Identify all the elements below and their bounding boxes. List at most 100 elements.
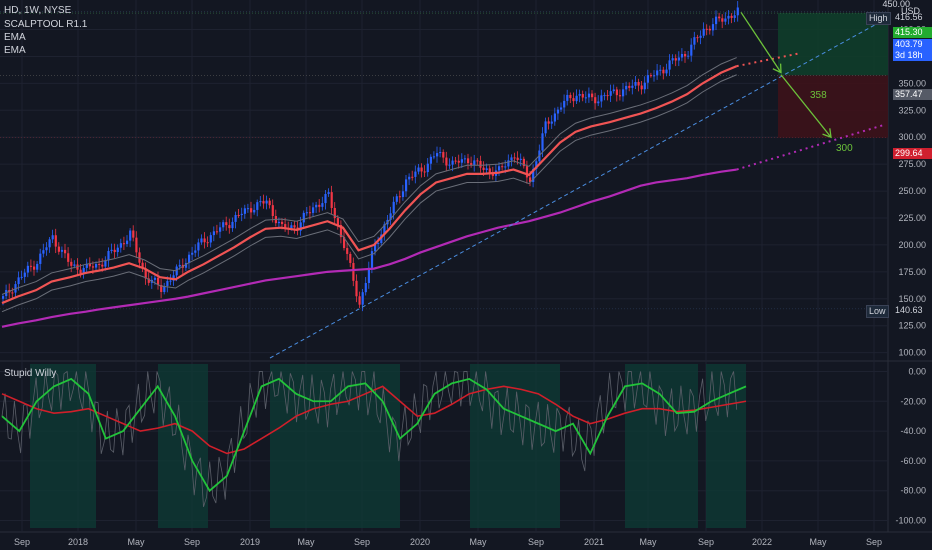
candle-body xyxy=(209,235,212,243)
candle-body xyxy=(104,260,107,267)
candle-body xyxy=(597,101,600,104)
take-profit-tag: 415.30 xyxy=(893,27,932,38)
candle-body xyxy=(160,285,163,292)
candle-body xyxy=(476,160,479,162)
candle-body xyxy=(153,277,157,280)
candle-body xyxy=(575,95,578,102)
time-tick-label: 2022 xyxy=(752,537,772,547)
candle-body xyxy=(98,264,101,266)
candle-body xyxy=(184,263,188,268)
candle-body xyxy=(699,35,702,38)
osc-tick-label: -80.00 xyxy=(900,486,926,496)
candle-body xyxy=(451,160,454,165)
candle-body xyxy=(618,95,622,97)
candle-body xyxy=(467,158,470,164)
candle-body xyxy=(222,222,225,228)
candle-body xyxy=(51,235,54,240)
time-tick-label: Sep xyxy=(354,537,370,547)
candle-body xyxy=(29,265,33,267)
candle-body xyxy=(212,231,215,236)
candle-body xyxy=(674,58,677,61)
candle-body xyxy=(566,94,569,101)
candle-body xyxy=(256,202,259,210)
candle-body xyxy=(95,264,98,268)
candle-body xyxy=(606,95,609,97)
candle-body xyxy=(48,239,51,248)
candle-body xyxy=(705,28,708,30)
time-axis[interactable]: Sep 2018 May Sep 2019 May Sep 2020 May Sep 2021 May… xyxy=(14,537,882,547)
candle-body xyxy=(364,282,367,293)
candle-body xyxy=(60,249,64,252)
candle-body xyxy=(498,166,501,171)
candle-body xyxy=(54,235,57,247)
ema-slow-projection xyxy=(736,123,887,171)
time-tick-label: 2019 xyxy=(240,537,260,547)
candle-body xyxy=(420,167,423,172)
time-tick-label: May xyxy=(639,537,657,547)
candle-body xyxy=(569,94,572,99)
candle-body xyxy=(305,212,308,214)
symbol-title: HD, 1W, NYSE xyxy=(4,5,72,16)
candle-body xyxy=(677,57,680,61)
candle-body xyxy=(510,157,513,161)
candle-body xyxy=(64,249,67,254)
osc-zone xyxy=(158,364,208,528)
stop-price-tag: 299.64 xyxy=(893,148,932,159)
osc-tick-label: 0.00 xyxy=(908,366,926,376)
candle-body xyxy=(578,94,581,96)
candle-body xyxy=(432,156,436,158)
candle-body xyxy=(215,231,219,233)
candle-body xyxy=(594,97,597,104)
candle-body xyxy=(299,222,302,231)
candle-body xyxy=(126,240,129,244)
candle-body xyxy=(560,107,563,110)
indicator-name[interactable]: SCALPTOOL R1.1 xyxy=(4,19,88,30)
candle-body xyxy=(262,201,265,204)
time-tick-label: May xyxy=(297,537,315,547)
candle-body xyxy=(392,201,395,214)
candle-body xyxy=(312,207,315,213)
price-tick-label: 100.00 xyxy=(898,348,926,358)
candle-body xyxy=(550,121,553,124)
candle-body xyxy=(488,168,491,173)
candle-body xyxy=(522,158,525,167)
time-tick-label: May xyxy=(469,537,487,547)
candle-body xyxy=(711,24,715,31)
candle-body xyxy=(454,160,457,162)
candle-body xyxy=(219,227,222,232)
low-label: Low xyxy=(866,305,889,318)
osc-tick-label: -40.00 xyxy=(900,426,926,436)
oscillator-title[interactable]: Stupid Willy xyxy=(4,368,57,379)
candle-body xyxy=(457,160,460,163)
candle-body xyxy=(113,249,116,253)
price-tick-label: 125.00 xyxy=(898,321,926,331)
candle-body xyxy=(57,246,60,252)
candle-body xyxy=(671,58,674,61)
candle-body xyxy=(203,238,206,243)
candle-body xyxy=(321,203,324,207)
target-arrow-2 xyxy=(780,74,832,138)
candle-body xyxy=(339,225,343,238)
osc-zone xyxy=(470,364,560,528)
candle-body xyxy=(82,267,85,274)
candle-body xyxy=(237,215,240,217)
candle-body xyxy=(532,169,535,182)
ema-legend-1[interactable]: EMA xyxy=(4,32,26,43)
candle-body xyxy=(116,247,119,253)
candle-body xyxy=(544,121,547,134)
candle-body xyxy=(727,15,730,19)
candle-body xyxy=(603,95,606,97)
price-tick-label: 250.00 xyxy=(898,186,926,196)
candle-body xyxy=(243,208,246,214)
target-arrow-2-head xyxy=(822,128,832,139)
candle-body xyxy=(553,113,556,122)
candle-body xyxy=(525,166,529,178)
candle-body xyxy=(504,166,507,168)
candle-body xyxy=(206,242,209,244)
candle-body xyxy=(11,292,14,294)
ema-legend-2[interactable]: EMA xyxy=(4,45,26,56)
candle-body xyxy=(358,296,361,305)
ema-slow-line xyxy=(1,168,737,328)
candle-body xyxy=(355,280,358,297)
